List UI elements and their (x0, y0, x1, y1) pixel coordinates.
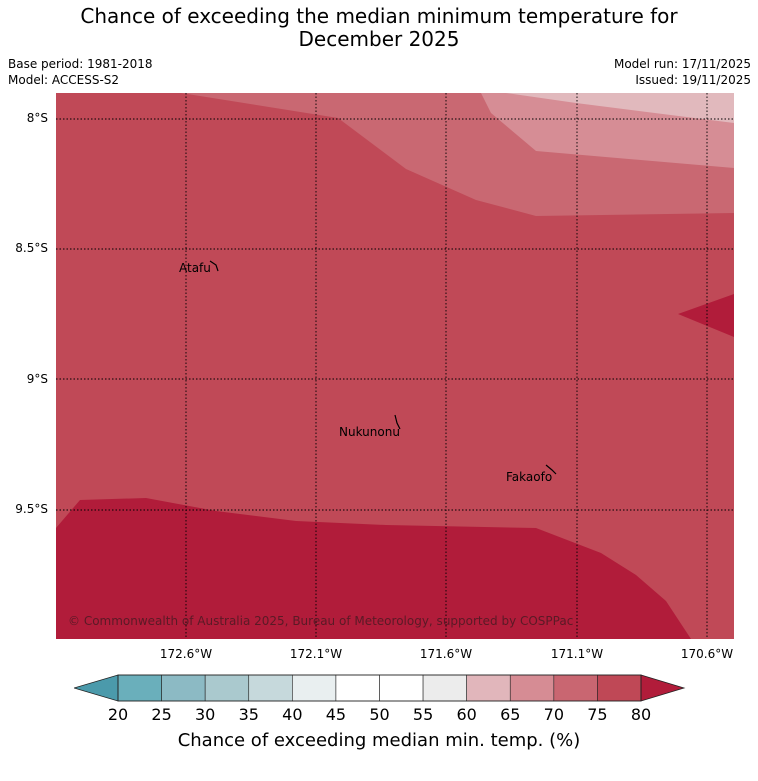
map-title: Chance of exceeding the median minimum t… (0, 5, 758, 51)
colorbar-tick-label: 75 (587, 705, 608, 724)
colorbar-cell (597, 674, 642, 702)
colorbar-label: Chance of exceeding median min. temp. (%… (177, 730, 581, 751)
map-canvas (56, 93, 734, 639)
issued-date: Issued: 19/11/2025 (635, 73, 751, 87)
base-period: Base period: 1981-2018 (8, 57, 153, 71)
place-label-nukunonu: Nukunonu (339, 425, 400, 439)
colorbar-tick-label: 40 (282, 705, 303, 724)
colorbar-tick-label: 70 (543, 705, 564, 724)
lat-label-9-5s: 9.5°S (15, 502, 48, 516)
lon-label-171-6w: 171.6°W (419, 647, 473, 661)
band-60-65 (506, 93, 734, 123)
colorbar-tick-label: 65 (500, 705, 521, 724)
colorbar-extend-high (640, 674, 686, 702)
model-run: Model run: 17/11/2025 (613, 57, 751, 71)
title-line-1: Chance of exceeding the median minimum t… (80, 4, 678, 28)
meta-left: Base period: 1981-2018 Model: ACCESS-S2 (8, 56, 153, 88)
meta-right: Model run: 17/11/2025 Issued: 19/11/2025 (614, 56, 751, 88)
lat-label-8s: 8°S (26, 111, 48, 125)
atafu-atoll (209, 260, 219, 272)
copyright-notice: © Commonwealth of Australia 2025, Bureau… (68, 614, 574, 628)
colorbar-cell (422, 674, 467, 702)
lat-label-8-5s: 8.5°S (15, 241, 48, 255)
colorbar-tick-label: 20 (107, 705, 129, 724)
nukunonu-atoll (394, 414, 401, 430)
colorbar-cell (553, 674, 598, 702)
colorbar-cell (379, 674, 424, 702)
colorbar-frame (117, 674, 642, 702)
place-label-atafu: Atafu (179, 261, 211, 275)
graticule (56, 93, 734, 639)
lon-label-171-1w: 171.1°W (550, 647, 604, 661)
place-label-fakaofo: Fakaofo (506, 470, 553, 484)
colorbar-cell (466, 674, 511, 702)
title-line-2: December 2025 (298, 27, 460, 51)
colorbar-cell (161, 674, 206, 702)
colorbar-tick-label: 35 (238, 705, 259, 724)
band-80-plus-south (56, 498, 691, 639)
colorbar-tick-label: 80 (630, 705, 652, 724)
colorbar-cells (117, 674, 642, 702)
colorbar-tick-label: 45 (325, 705, 347, 724)
lon-label-170-6w: 170.6°W (680, 647, 734, 661)
map-panel[interactable] (56, 93, 734, 639)
band-75-80-top (56, 93, 181, 101)
colorbar-cell (248, 674, 293, 702)
colorbar-tick-label: 60 (456, 705, 477, 724)
colorbar-tick-label: 55 (412, 705, 434, 724)
band-80-plus-east (678, 294, 734, 337)
colorbar-tick-label: 30 (194, 705, 216, 724)
lon-label-172-1w: 172.1°W (289, 647, 343, 661)
colorbar-cell (509, 674, 555, 702)
colorbar-cell (117, 674, 162, 702)
fakaofo-atoll (545, 464, 557, 475)
colorbar-extend-low (74, 674, 119, 702)
atolls (209, 260, 557, 475)
colorbar-tick-label: 50 (369, 705, 390, 724)
colorbar-cell (204, 674, 250, 702)
lon-label-172-6w: 172.6°W (159, 647, 213, 661)
lat-label-9s: 9°S (26, 372, 48, 386)
model-name: Model: ACCESS-S2 (8, 73, 120, 87)
colorbar-cell (335, 674, 380, 702)
colorbar-cell (292, 674, 337, 702)
colorbar (74, 674, 686, 702)
colorbar-tick-label: 25 (151, 705, 172, 724)
